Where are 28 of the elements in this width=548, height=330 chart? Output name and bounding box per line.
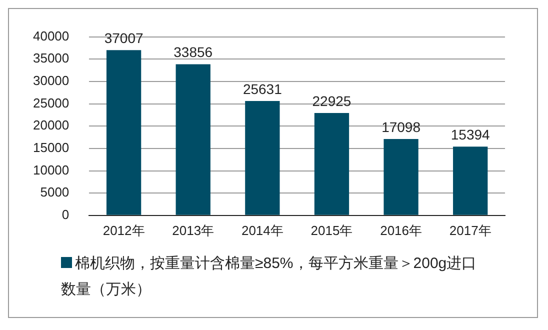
data-label: 17098 [382, 118, 421, 135]
x-tick-label: 2013年 [172, 222, 214, 238]
bar [384, 139, 418, 215]
x-tick-label: 2016年 [380, 222, 422, 238]
y-tick-label: 5000 [40, 184, 70, 200]
y-tick-label: 0 [62, 206, 70, 222]
bar [176, 64, 210, 215]
x-tick-label: 2015年 [310, 222, 353, 238]
data-label: 33856 [174, 44, 213, 60]
data-label: 15394 [450, 126, 490, 143]
bar [106, 50, 142, 215]
bar [453, 146, 488, 215]
data-label: 25631 [242, 80, 282, 97]
y-tick-label: 30000 [32, 73, 70, 88]
y-tick-label: 40000 [32, 28, 70, 44]
data-label: 37007 [104, 30, 144, 46]
y-tick-label: 20000 [32, 118, 70, 133]
bar [314, 113, 350, 215]
x-tick-label: 2017年 [449, 222, 492, 238]
y-tick-label: 25000 [32, 95, 70, 110]
y-tick-label: 15000 [32, 140, 70, 156]
x-tick-label: 2012年 [102, 222, 145, 238]
x-tick-label: 2014年 [241, 222, 284, 238]
bar [245, 100, 280, 215]
y-tick-label: 10000 [32, 162, 70, 178]
data-label: 22925 [312, 92, 352, 109]
legend-label: 棉机织物，按重量计含棉量≥85%，每平方米重量＞200g进口数量（万米） [61, 255, 477, 298]
y-tick-label: 35000 [32, 50, 70, 66]
